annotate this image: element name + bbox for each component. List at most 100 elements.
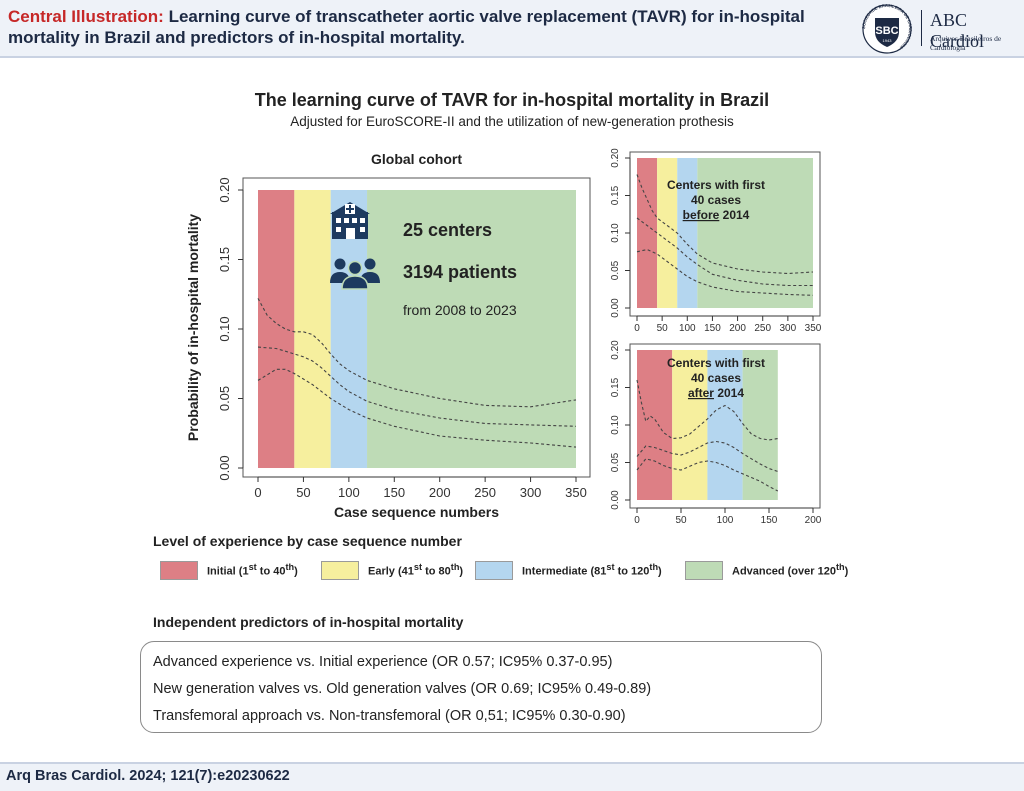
legend-title: Level of experience by case sequence num… bbox=[153, 533, 462, 549]
x-tick-label: 100 bbox=[717, 515, 734, 526]
series-line bbox=[257, 368, 577, 448]
y-axis-label: Probability of in-hospital mortality bbox=[185, 214, 201, 441]
y-tick-label: 0.00 bbox=[610, 490, 621, 510]
legend-label: Early (41st to 80th) bbox=[368, 562, 464, 578]
study-period: from 2008 to 2023 bbox=[403, 302, 517, 318]
y-tick-label: 0.05 bbox=[217, 386, 232, 411]
legend-swatch bbox=[160, 560, 198, 580]
x-tick-label: 150 bbox=[761, 515, 778, 526]
experience-band bbox=[294, 190, 331, 468]
footer-bar: Arq Bras Cardiol. 2024; 121(7):e20230622 bbox=[0, 764, 1024, 791]
x-tick-label: 300 bbox=[520, 485, 542, 500]
experience-band bbox=[707, 350, 743, 500]
x-tick-label: 50 bbox=[675, 515, 687, 526]
legend-swatch bbox=[475, 560, 513, 580]
stats-overlay: 25 centers 3194 patients from 2008 to 20… bbox=[330, 202, 517, 318]
y-tick-label: 0.15 bbox=[610, 185, 621, 205]
experience-band bbox=[637, 350, 673, 500]
chart-title-year: 2014 bbox=[719, 208, 749, 222]
y-tick-label: 0.00 bbox=[217, 455, 232, 480]
legend-swatch bbox=[685, 560, 723, 580]
chart-title: Global cohort bbox=[371, 151, 462, 167]
chart-title-line: 40 cases bbox=[691, 193, 741, 207]
footer-divider bbox=[0, 762, 1024, 764]
header-bar: Central Illustration: Learning curve of … bbox=[0, 0, 1024, 56]
series-line bbox=[636, 458, 779, 492]
hospital-icon bbox=[330, 202, 370, 239]
series-line bbox=[257, 298, 577, 408]
header-title-text: Learning curve of transcatheter aortic v… bbox=[8, 7, 805, 47]
x-tick-label: 200 bbox=[729, 323, 746, 334]
legend-item-early: Early (41st to 80th) bbox=[321, 560, 463, 580]
x-tick-label: 250 bbox=[474, 485, 496, 500]
global-cohort-chart: 0.00 0.05 0.10 0.15 0.20 0 50 100 150 200 250 300 35… bbox=[185, 151, 591, 520]
predictors-title: Independent predictors of in-hospital mo… bbox=[153, 614, 464, 630]
x-tick-label: 0 bbox=[634, 515, 640, 526]
y-tick-label: 0.20 bbox=[610, 148, 621, 168]
y-tick-label: 0.20 bbox=[610, 340, 621, 360]
chart-title-line: Centers with first bbox=[667, 356, 765, 370]
chart-title-line: 40 cases bbox=[691, 371, 741, 385]
y-tick-label: 0.20 bbox=[217, 177, 232, 202]
logo-subtitle: Arquivos Brasileiros de Cardiologia bbox=[930, 34, 1002, 52]
x-tick-label: 200 bbox=[429, 485, 451, 500]
centers-count: 25 centers bbox=[403, 220, 492, 240]
chart-title-emphasis: after bbox=[688, 386, 714, 400]
x-tick-label: 300 bbox=[780, 323, 797, 334]
legend-label: Intermediate (81st to 120th) bbox=[522, 562, 662, 578]
x-tick-label: 0 bbox=[254, 485, 261, 500]
header-divider bbox=[0, 56, 1024, 58]
series-line bbox=[636, 174, 814, 275]
series-line bbox=[257, 346, 577, 427]
svg-text:1943: 1943 bbox=[883, 38, 893, 43]
header-title: Central Illustration: Learning curve of … bbox=[8, 6, 808, 48]
legend-item-advanced: Advanced (over 120th) bbox=[685, 560, 848, 580]
chart-title-line: before 2014 bbox=[683, 208, 750, 222]
experience-band bbox=[258, 190, 295, 468]
x-tick-label: 350 bbox=[565, 485, 587, 500]
chart-title-emphasis: before bbox=[683, 208, 720, 222]
series-line bbox=[636, 379, 778, 441]
experience-band bbox=[677, 158, 698, 308]
y-tick-label: 0.15 bbox=[217, 247, 232, 272]
predictor-item: Advanced experience vs. Initial experien… bbox=[153, 654, 613, 670]
experience-band bbox=[657, 158, 678, 308]
citation: Arq Bras Cardiol. 2024; 121(7):e20230622 bbox=[6, 768, 290, 784]
experience-band bbox=[672, 350, 708, 500]
legend-swatch bbox=[321, 560, 359, 580]
x-tick-label: 50 bbox=[657, 323, 669, 334]
y-tick-label: 0.15 bbox=[610, 377, 621, 397]
before-2014-chart: 0.00 0.05 0.10 0.15 0.20 0 50 100 150 200 250 300 35… bbox=[610, 148, 822, 334]
chart-title-year: 2014 bbox=[714, 386, 744, 400]
y-tick-label: 0.10 bbox=[610, 223, 621, 243]
legend-label: Initial (1st to 40th) bbox=[207, 562, 298, 578]
predictor-item: Transfemoral approach vs. Non-transfemor… bbox=[153, 708, 626, 724]
series-line bbox=[636, 248, 814, 296]
y-tick-label: 0.05 bbox=[610, 260, 621, 280]
x-axis-label: Case sequence numbers bbox=[334, 504, 499, 520]
svg-text:SBC: SBC bbox=[875, 25, 898, 37]
x-tick-label: 150 bbox=[704, 323, 721, 334]
predictor-item: New generation valves vs. Old generation… bbox=[153, 681, 652, 697]
x-tick-label: 200 bbox=[805, 515, 822, 526]
chart-title-line: Centers with first bbox=[667, 178, 765, 192]
logo-divider bbox=[921, 10, 922, 46]
x-tick-label: 100 bbox=[338, 485, 360, 500]
x-tick-label: 0 bbox=[634, 323, 640, 334]
x-tick-label: 350 bbox=[805, 323, 822, 334]
x-tick-label: 250 bbox=[754, 323, 771, 334]
patients-icon bbox=[330, 258, 380, 290]
header-label: Central Illustration: bbox=[8, 7, 164, 26]
y-tick-label: 0.10 bbox=[217, 316, 232, 341]
chart-title-line: after 2014 bbox=[688, 386, 744, 400]
experience-band bbox=[742, 350, 778, 500]
legend-item-initial: Initial (1st to 40th) bbox=[160, 560, 298, 580]
x-tick-label: 50 bbox=[296, 485, 310, 500]
logo-name: ABC Cardiol bbox=[930, 10, 984, 51]
main-subtitle: Adjusted for EuroSCORE-II and the utiliz… bbox=[290, 114, 734, 129]
y-tick-label: 0.05 bbox=[610, 452, 621, 472]
x-tick-label: 100 bbox=[679, 323, 696, 334]
legend-item-intermediate: Intermediate (81st to 120th) bbox=[475, 560, 662, 580]
y-tick-label: 0.10 bbox=[610, 415, 621, 435]
